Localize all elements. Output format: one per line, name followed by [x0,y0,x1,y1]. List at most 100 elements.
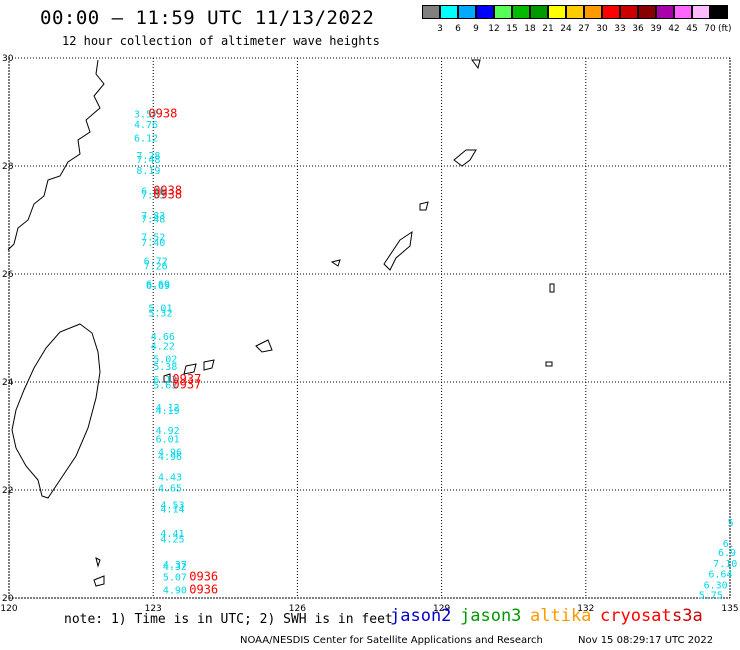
footer-credit: NOAA/NESDIS Center for Satellite Applica… [240,635,543,646]
legend-label: 36 [632,24,644,34]
swh-label: 6.9 [718,548,736,559]
swh-label: 4.25 [160,534,184,545]
swh-label: 3.57 [134,109,158,120]
satellite-jason3: jason3 [460,606,522,626]
page-subtitle: 12 hour collection of altimeter wave hei… [62,34,380,48]
legend-label: 24 [560,24,572,34]
swh-label: 4.43 [158,472,182,483]
swh-label: 6.01 [156,434,180,445]
pass-time-label: 0937 [172,372,201,386]
lat-tick-label: 30 [2,54,14,64]
swh-label: 5.32 [148,309,172,320]
coastline [419,201,429,211]
swh-label: 4.90 [163,586,187,597]
swh-label: 4.12 [156,403,180,414]
swh-label: 6.13 [153,375,177,386]
swh-label: 4.65 [158,484,182,495]
swh-label: 4.53 [160,500,184,511]
lon-tick-label: 126 [289,604,306,614]
legend-label: 3 [437,24,443,34]
swh-label: 6.69 [146,281,170,292]
swh-label: 7.48 [136,155,160,166]
legend-label: 45 [686,24,698,34]
legend-unit: (ft) [718,24,732,34]
legend-swatch [548,5,566,19]
coastline [549,283,555,293]
pass-time-label: 0938 [153,184,182,198]
coastline [203,359,215,371]
swh-label: 5.07 [163,573,187,584]
legend-swatch [710,5,728,19]
legend-label: 12 [488,24,500,34]
swh-label: 6. [723,539,735,550]
legend-label: 39 [650,24,662,34]
coastline [545,361,553,367]
swh-label: 4.76 [134,120,158,131]
pass-time-label: 0936 [189,570,218,584]
coastline [471,59,481,70]
swh-label: 6.69 [146,280,170,291]
swh-label: 6.30 [704,580,728,591]
lon-tick-label: 123 [145,604,162,614]
swh-label: 4.92 [156,426,180,437]
footer-timestamp: Nov 15 08:29:17 UTC 2022 [578,635,714,646]
coastline [383,230,413,271]
coastline [93,575,105,587]
legend-label: 70 [704,24,716,34]
swh-label: 5.38 [153,362,177,373]
swh-label: 4.96 [158,452,182,463]
swh-label: 6.12 [134,134,158,145]
legend-swatch [656,5,674,19]
legend-label: 42 [668,24,680,34]
legend-swatch [494,5,512,19]
lon-tick-label: 129 [433,604,450,614]
lat-tick-label: 24 [2,378,14,388]
pass-time-label: 0938 [153,187,182,201]
swh-label: 4.22 [151,342,175,353]
page-title: 00:00 – 11:59 UTC 11/13/2022 [40,7,375,29]
legend-swatch [512,5,530,19]
swh-label: 5.75 [699,591,723,602]
coastline [7,59,105,251]
legend-label: 18 [524,24,536,34]
pass-time-label: 0938 [148,106,177,120]
legend-swatch [602,5,620,19]
swh-label: 4.37 [163,560,187,571]
swh-label: 7.28 [136,151,160,162]
legend-swatch [422,5,440,19]
swh-label: 5 [728,518,734,529]
swh-label: 7.26 [144,262,168,273]
legend-label: 15 [506,24,518,34]
swh-label: 4.41 [160,529,184,540]
pass-time-label: 0936 [189,583,218,597]
legend-swatch [620,5,638,19]
legend-swatch [476,5,494,19]
swh-label: 4.14 [160,505,184,516]
lat-tick-label: 22 [2,486,13,496]
legend-swatch [692,5,710,19]
swh-label: 4.66 [151,332,175,343]
coastline [183,363,197,375]
swh-label: 5.01 [148,303,172,314]
lat-tick-label: 20 [2,594,14,604]
note-text: note: 1) Time is in UTC; 2) SWH is in fe… [64,612,393,627]
lon-tick-label: 135 [721,604,738,614]
swh-label: 7.52 [141,233,165,244]
lat-tick-label: 28 [2,162,14,172]
swh-label: 6.46 [141,187,165,198]
satellite-jason2: jason2 [390,606,452,626]
pass-time-label: 0937 [172,377,201,391]
satellite-s3a: s3a [672,606,703,626]
coastline [95,557,101,568]
swh-label: 4.96 [158,447,182,458]
legend-label: 6 [455,24,461,34]
legend-label: 27 [578,24,590,34]
legend-label: 21 [542,24,554,34]
swh-label: 5.63 [153,380,177,391]
coastline [11,323,101,499]
lon-tick-label: 120 [0,604,17,614]
legend-label: 33 [614,24,626,34]
legend-label: 9 [473,24,479,34]
